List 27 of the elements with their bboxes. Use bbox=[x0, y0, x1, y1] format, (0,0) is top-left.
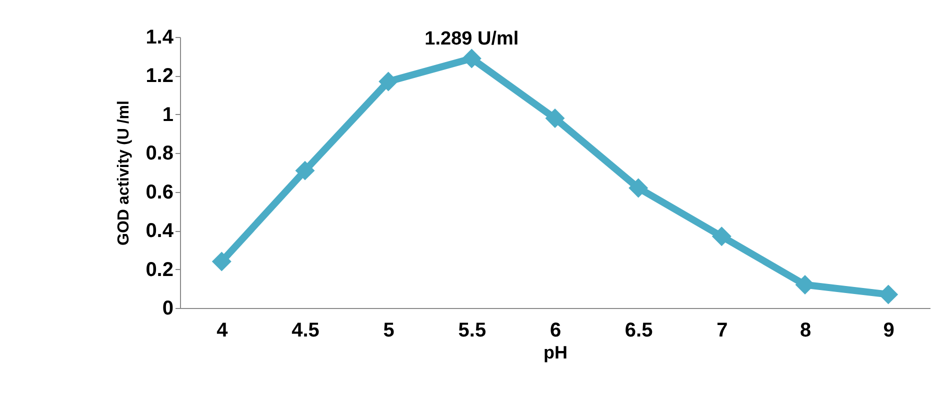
annotation: 1.289 U/ml bbox=[424, 28, 519, 50]
y-tick-label: 1.2 bbox=[146, 65, 174, 88]
x-tick-label: 5 bbox=[383, 320, 394, 342]
point bbox=[545, 108, 565, 128]
x-tick-label: 6 bbox=[550, 320, 562, 342]
x-tick-label: 4 bbox=[216, 320, 229, 342]
x-tick-label: 6.5 bbox=[624, 320, 653, 342]
y-tick-label: 0.4 bbox=[146, 220, 174, 242]
x-tick-label: 8 bbox=[800, 320, 812, 342]
y-tick-label: 1 bbox=[162, 104, 174, 126]
x-axis-title: pH bbox=[544, 342, 568, 362]
point bbox=[462, 48, 482, 68]
point bbox=[628, 178, 648, 198]
point bbox=[295, 160, 315, 180]
point bbox=[378, 72, 398, 92]
y-tick-label: 0.2 bbox=[146, 258, 174, 281]
point bbox=[212, 252, 232, 272]
y-tick-label: 0.6 bbox=[146, 181, 174, 204]
y-axis-title: GOD activity (U /ml bbox=[116, 100, 133, 246]
x-tick-label: 9 bbox=[883, 320, 894, 342]
y-tick-label: 1.4 bbox=[146, 26, 174, 48]
x-tick-label: 4.5 bbox=[292, 320, 320, 342]
y-tick-label: 0 bbox=[162, 298, 174, 320]
y-tick-label: 0.8 bbox=[146, 142, 174, 165]
x-tick-label: 7 bbox=[716, 320, 728, 342]
x-tick-label: 5.5 bbox=[458, 320, 486, 342]
point bbox=[712, 226, 732, 246]
